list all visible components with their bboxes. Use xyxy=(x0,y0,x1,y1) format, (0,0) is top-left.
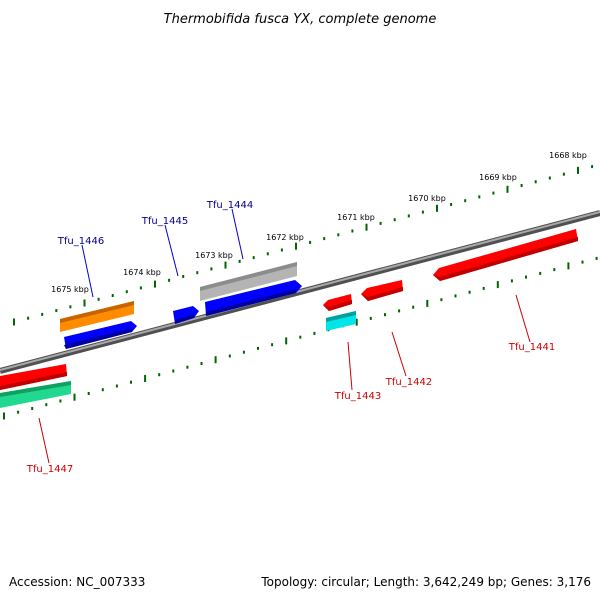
gene-feature-shade xyxy=(200,262,297,291)
gene-label-tfu-1445[interactable]: Tfu_1445 xyxy=(141,216,188,227)
map-title: Thermobifida fusca YX, complete genome xyxy=(164,12,437,27)
gene-label-tfu-1444[interactable]: Tfu_1444 xyxy=(206,200,253,211)
gene-feature-shade xyxy=(0,381,71,397)
gene-label-tfu-1443[interactable]: Tfu_1443 xyxy=(334,391,381,402)
forward-features xyxy=(60,262,302,349)
gene-feature-shade xyxy=(64,328,132,349)
gene-feature[interactable] xyxy=(361,280,403,301)
ruler-label: 1674 kbp xyxy=(123,268,161,277)
genome-backbone xyxy=(0,210,600,374)
gene-label-tfu-1446[interactable]: Tfu_1446 xyxy=(57,236,104,247)
gene-feature-shade xyxy=(0,372,67,390)
gene-feature-shade xyxy=(326,311,356,322)
gene-feature-shade xyxy=(433,237,578,281)
ruler-label: 1668 kbp xyxy=(549,151,587,160)
ruler-label: 1671 kbp xyxy=(337,213,375,222)
gene-label-tfu-1447[interactable]: Tfu_1447 xyxy=(26,464,73,475)
gene-feature-shade xyxy=(361,287,403,301)
ruler-label: 1670 kbp xyxy=(408,194,446,203)
accession-text: Accession: NC_007333 xyxy=(9,575,145,589)
gene-label-tfu-1441[interactable]: Tfu_1441 xyxy=(508,342,555,353)
gene-label-tfu-1442[interactable]: Tfu_1442 xyxy=(385,377,432,388)
gene-feature-shade xyxy=(206,289,296,316)
label-leaders xyxy=(38,208,531,464)
outer-ruler-ticks xyxy=(13,165,594,326)
ruler-label: 1672 kbp xyxy=(266,233,304,242)
ruler-labels: 1675 kbp 1674 kbp 1673 kbp 1672 kbp 1671… xyxy=(51,151,587,294)
genome-summary-text: Topology: circular; Length: 3,642,249 bp… xyxy=(260,575,591,589)
inner-ruler-ticks xyxy=(3,256,598,420)
gene-feature-shade xyxy=(175,314,194,324)
ruler-label: 1669 kbp xyxy=(479,173,517,182)
gene-feature-shade xyxy=(323,300,352,311)
ruler-label: 1675 kbp xyxy=(51,285,89,294)
gene-labels: Tfu_1446 Tfu_1445 Tfu_1444 Tfu_1443 Tfu_… xyxy=(26,200,555,475)
gene-feature[interactable] xyxy=(433,229,578,281)
ruler-label: 1673 kbp xyxy=(195,251,233,260)
gene-feature-shade xyxy=(60,301,134,323)
reverse-features xyxy=(0,229,578,408)
